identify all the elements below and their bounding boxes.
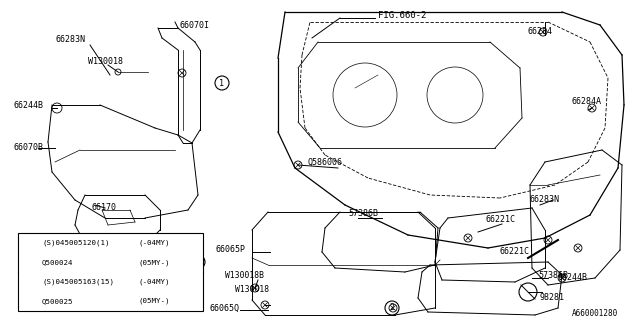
Text: 1: 1 — [220, 78, 225, 87]
Text: A660001280: A660001280 — [572, 309, 618, 318]
Text: 2: 2 — [195, 258, 200, 267]
Text: W130018B: W130018B — [225, 270, 264, 279]
Text: (-04MY): (-04MY) — [138, 239, 170, 246]
Text: Q500025: Q500025 — [42, 298, 74, 304]
Text: 66283N: 66283N — [530, 196, 560, 204]
Text: (05MY-): (05MY-) — [138, 298, 170, 305]
Text: 1: 1 — [26, 248, 31, 257]
Text: 66070B: 66070B — [14, 143, 44, 153]
Text: 66244B: 66244B — [14, 101, 44, 110]
Text: (S)045005120(1): (S)045005120(1) — [42, 239, 109, 246]
Text: (05MY-): (05MY-) — [138, 259, 170, 266]
Text: 66070I: 66070I — [180, 20, 210, 29]
Text: W130018: W130018 — [88, 58, 123, 67]
Text: 66065P: 66065P — [215, 244, 245, 253]
Text: 66221C: 66221C — [485, 214, 515, 223]
Text: Q586006: Q586006 — [308, 157, 343, 166]
Text: 66284A: 66284A — [572, 98, 602, 107]
Text: W130018: W130018 — [235, 285, 269, 294]
Text: 2: 2 — [390, 303, 394, 313]
Text: (-04MY): (-04MY) — [138, 278, 170, 285]
Text: 66065Q: 66065Q — [210, 303, 240, 313]
Text: 66170: 66170 — [92, 204, 117, 212]
Text: (S)045005163(15): (S)045005163(15) — [42, 278, 114, 285]
Text: 98281: 98281 — [540, 293, 565, 302]
Text: FIG.660-2: FIG.660-2 — [378, 11, 426, 20]
Text: 66283N: 66283N — [55, 36, 85, 44]
Text: 66284: 66284 — [528, 28, 553, 36]
Text: 66221C: 66221C — [500, 247, 530, 257]
Text: 66244B: 66244B — [558, 274, 588, 283]
Text: 57386B: 57386B — [348, 209, 378, 218]
Bar — [18, 233, 203, 311]
Text: 2: 2 — [26, 287, 31, 296]
Text: 57386B: 57386B — [538, 271, 568, 281]
Text: Q500024: Q500024 — [42, 259, 74, 265]
